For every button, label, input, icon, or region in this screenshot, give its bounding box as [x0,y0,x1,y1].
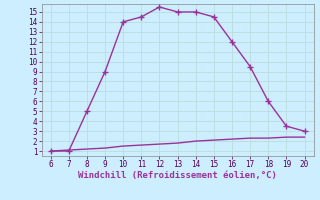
X-axis label: Windchill (Refroidissement éolien,°C): Windchill (Refroidissement éolien,°C) [78,171,277,180]
